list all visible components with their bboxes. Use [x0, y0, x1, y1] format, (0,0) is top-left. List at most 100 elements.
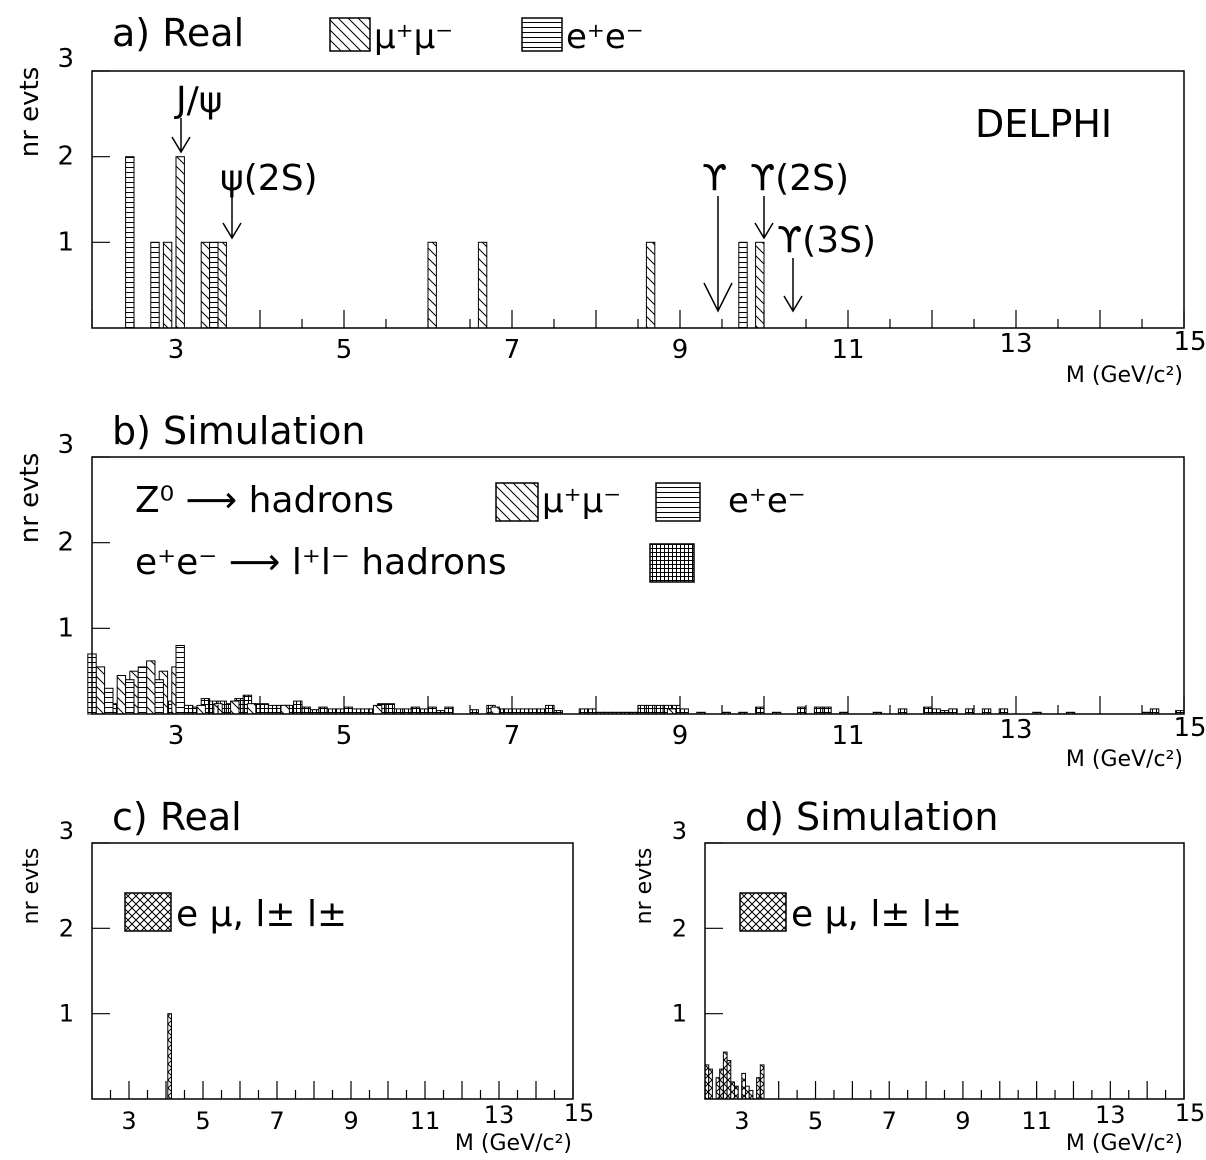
bar-b-s0-72	[813, 706, 824, 715]
x-tick-label-d-3: 3	[734, 1107, 749, 1135]
y-tick-label-a-1: 1	[57, 227, 74, 257]
x-tick-label-d-13: 13	[1095, 1101, 1126, 1129]
resonance-arrow-upsilon3s	[783, 258, 803, 313]
legend-a-mumu-swatch	[329, 17, 371, 52]
bar-b-s0-50	[536, 708, 547, 715]
y-tick-label-c-1: 1	[59, 1000, 74, 1028]
bar-d-s0-7	[734, 1085, 739, 1100]
legend-b-row2: e⁺e⁻ ⟶ l⁺l⁻ hadrons	[135, 542, 507, 583]
y-tick-label-a-2: 2	[57, 142, 74, 172]
bar-b-s1-1	[116, 675, 127, 715]
bar-b-s1-8	[230, 700, 240, 715]
x-tick-label-b-5: 5	[336, 721, 353, 751]
bar-d-s0-6	[730, 1081, 735, 1100]
panel-d-title: d) Simulation	[745, 795, 998, 839]
x-tick-label-a-11: 11	[831, 335, 864, 365]
resonance-arrow-psi2s	[222, 196, 242, 240]
legend-b-llhad-swatch	[649, 543, 695, 583]
bar-b-s0-87	[1149, 708, 1160, 715]
x-tick-label-b-13: 13	[999, 715, 1032, 745]
bar-b-s0-42	[444, 706, 454, 715]
x-tick-label-c-5: 5	[195, 1107, 210, 1135]
x-tick-label-d-5: 5	[808, 1107, 823, 1135]
bar-b-s2-3	[137, 666, 148, 715]
bar-a-s1-3	[738, 241, 748, 329]
bar-b-s0-71	[797, 706, 807, 715]
x-tick-label-a-7: 7	[504, 335, 521, 365]
bar-b-s1-6	[196, 704, 206, 715]
y-tick-label-d-3: 3	[672, 817, 687, 845]
y-tick-label-c-2: 2	[59, 914, 74, 942]
bar-b-s0-78	[931, 708, 941, 715]
bar-a-s0-0	[162, 241, 173, 329]
bar-b-s0-51	[545, 704, 555, 715]
panel-b-title: b) Simulation	[112, 409, 365, 453]
y-axis-label-a: nr evts	[15, 67, 45, 158]
legend-d-label: e μ, l± l±	[791, 894, 962, 935]
bar-b-s0-73	[822, 706, 832, 715]
x-tick-label-a-3: 3	[168, 335, 185, 365]
bar-b-s0-36	[393, 708, 404, 715]
bar-b-s1-10	[280, 704, 290, 715]
plot-frame-c	[91, 842, 574, 1100]
x-tick-label-b-3: 3	[168, 721, 185, 751]
x-tick-label-b-15: 15	[1173, 713, 1206, 743]
x-axis-label-d: M (GeV/c²)	[1066, 1131, 1183, 1156]
x-axis-label-a: M (GeV/c²)	[1066, 363, 1183, 388]
bar-b-s0-38	[410, 706, 421, 715]
y-tick-label-b-1: 1	[57, 613, 74, 643]
panel-b: 3 5 7 9 11 13 15 1 2 3 M (GeV/c²) nr evts	[15, 430, 1206, 772]
x-tick-label-b-11: 11	[831, 721, 864, 751]
bar-b-s0-80	[948, 708, 958, 715]
bar-a-s0-3	[217, 241, 227, 329]
bar-b-s1-12	[490, 706, 500, 715]
bar-b-s1-0	[95, 666, 106, 715]
bar-b-s0-11	[183, 704, 194, 715]
experiment-label: DELPHI	[975, 102, 1112, 146]
x-tick-label-a-9: 9	[672, 335, 689, 365]
panel-c-title: c) Real	[112, 795, 242, 839]
legend-b-row1: Z⁰ ⟶ hadrons	[135, 480, 394, 521]
bar-b-s0-82	[981, 708, 992, 715]
bar-b-s0-35	[385, 703, 395, 715]
legend-a-ee-swatch	[521, 17, 563, 52]
bar-b-s0-21	[267, 704, 278, 715]
bar-b-s0-53	[578, 708, 589, 715]
bar-b-s1-3	[146, 660, 156, 715]
bar-a-s1-1	[150, 241, 160, 329]
bar-b-s0-54	[587, 708, 597, 715]
bar-b-s2-2	[125, 679, 135, 715]
y-axis-label-b: nr evts	[15, 453, 45, 544]
bar-b-s0-48	[519, 708, 530, 715]
bar-b-s0-46	[503, 708, 513, 715]
bar-b-s2-5	[175, 645, 185, 715]
bar-b-s0-47	[511, 708, 521, 715]
plot-frame-d	[704, 842, 1185, 1100]
bar-a-s0-5	[477, 241, 488, 329]
bar-b-s0-49	[528, 708, 538, 715]
resonance-arrow-upsilon2s	[754, 196, 774, 240]
legend-c: e μ, l± l±	[124, 892, 347, 935]
y-tick-label-d-1: 1	[672, 1000, 687, 1028]
bar-b-s0-60	[637, 704, 647, 715]
bar-a-s1-2	[209, 241, 219, 329]
x-tick-label-c-11: 11	[410, 1107, 441, 1135]
bar-a-s0-2	[200, 241, 211, 329]
bar-d-s0-5	[726, 1060, 732, 1100]
bar-b-s0-39	[419, 708, 429, 715]
resonance-label-upsilon2s: ϒ(2S)	[750, 158, 849, 199]
bar-b-s0-37	[402, 708, 412, 715]
resonance-label-upsilon: ϒ	[702, 158, 727, 199]
panel-a: 3 5 7 9 11 13 15 1 2 3 M (GeV/c²) nr evts	[15, 44, 1206, 388]
bar-b-s0-62	[654, 704, 664, 715]
bar-b-s1-11	[372, 704, 383, 715]
bar-c-s0-0	[167, 1013, 173, 1100]
y-tick-label-b-2: 2	[57, 528, 74, 558]
panel-a-title: a) Real	[112, 11, 244, 55]
x-axis-label-c: M (GeV/c²)	[455, 1131, 572, 1156]
resonance-label-jpsi: J/ψ	[174, 80, 223, 121]
x-tick-label-c-7: 7	[269, 1107, 284, 1135]
legend-b-ee-swatch	[655, 482, 701, 522]
panel-c: 3 5 7 9 11 13 15 1 2 3 M (GeV/c²) nr evts	[19, 817, 594, 1156]
